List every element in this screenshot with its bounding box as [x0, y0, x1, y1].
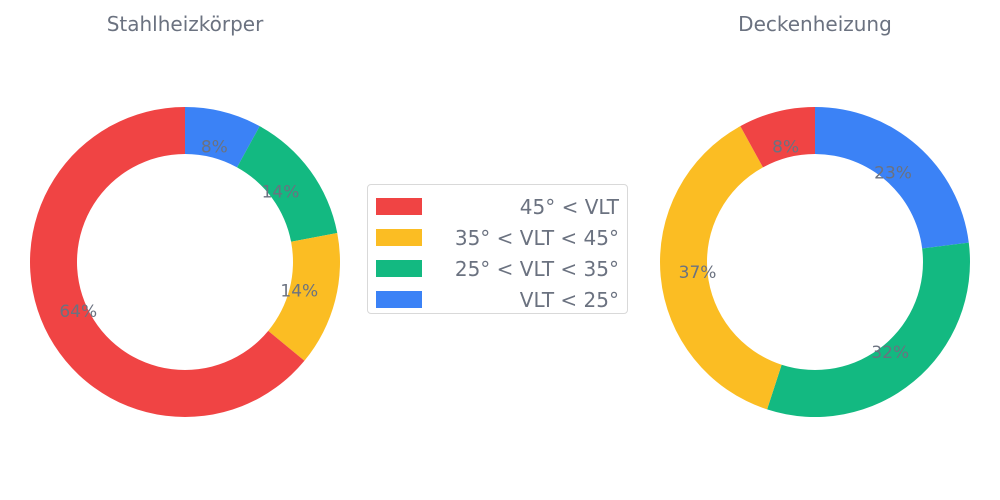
slice-label: 14%: [280, 281, 318, 301]
slice-label: 32%: [871, 343, 909, 363]
slice-label: 37%: [679, 263, 717, 283]
donut-slice: [268, 232, 340, 361]
slice-label: 14%: [262, 183, 300, 203]
donut-slice: [29, 107, 305, 417]
legend-label: 25° < VLT < 35°: [454, 256, 619, 281]
legend-swatch: [376, 260, 422, 277]
legend-item: VLT < 25°: [376, 284, 619, 315]
legend: 45° < VLT 35° < VLT < 45° 25° < VLT < 35…: [367, 184, 628, 314]
chart-title-deckenheizung: Deckenheizung: [738, 12, 892, 36]
chart-title-stahlheizkoerper: Stahlheizkörper: [107, 12, 264, 36]
legend-label: 35° < VLT < 45°: [454, 225, 619, 250]
slice-label: 23%: [874, 163, 912, 183]
slice-label: 8%: [201, 138, 228, 158]
slice-label: 64%: [59, 302, 97, 322]
donut-stahlheizkoerper: 8% 14% 14% 64%: [29, 107, 340, 417]
legend-swatch: [376, 198, 422, 215]
donut-slice: [815, 107, 969, 249]
legend-swatch: [376, 229, 422, 246]
donut-slice: [767, 242, 970, 417]
donut-slice: [185, 107, 260, 168]
donut-slice: [740, 107, 815, 168]
legend-item: 35° < VLT < 45°: [376, 222, 619, 253]
legend-label: VLT < 25°: [519, 287, 619, 312]
slice-label: 8%: [772, 138, 799, 158]
legend-swatch: [376, 291, 422, 308]
donut-slice: [237, 126, 338, 242]
donut-deckenheizung: 23% 32% 37% 8%: [660, 107, 970, 417]
donut-slice: [660, 126, 782, 410]
legend-item: 25° < VLT < 35°: [376, 253, 619, 284]
legend-label: 45° < VLT: [519, 194, 619, 219]
legend-item: 45° < VLT: [376, 191, 619, 222]
